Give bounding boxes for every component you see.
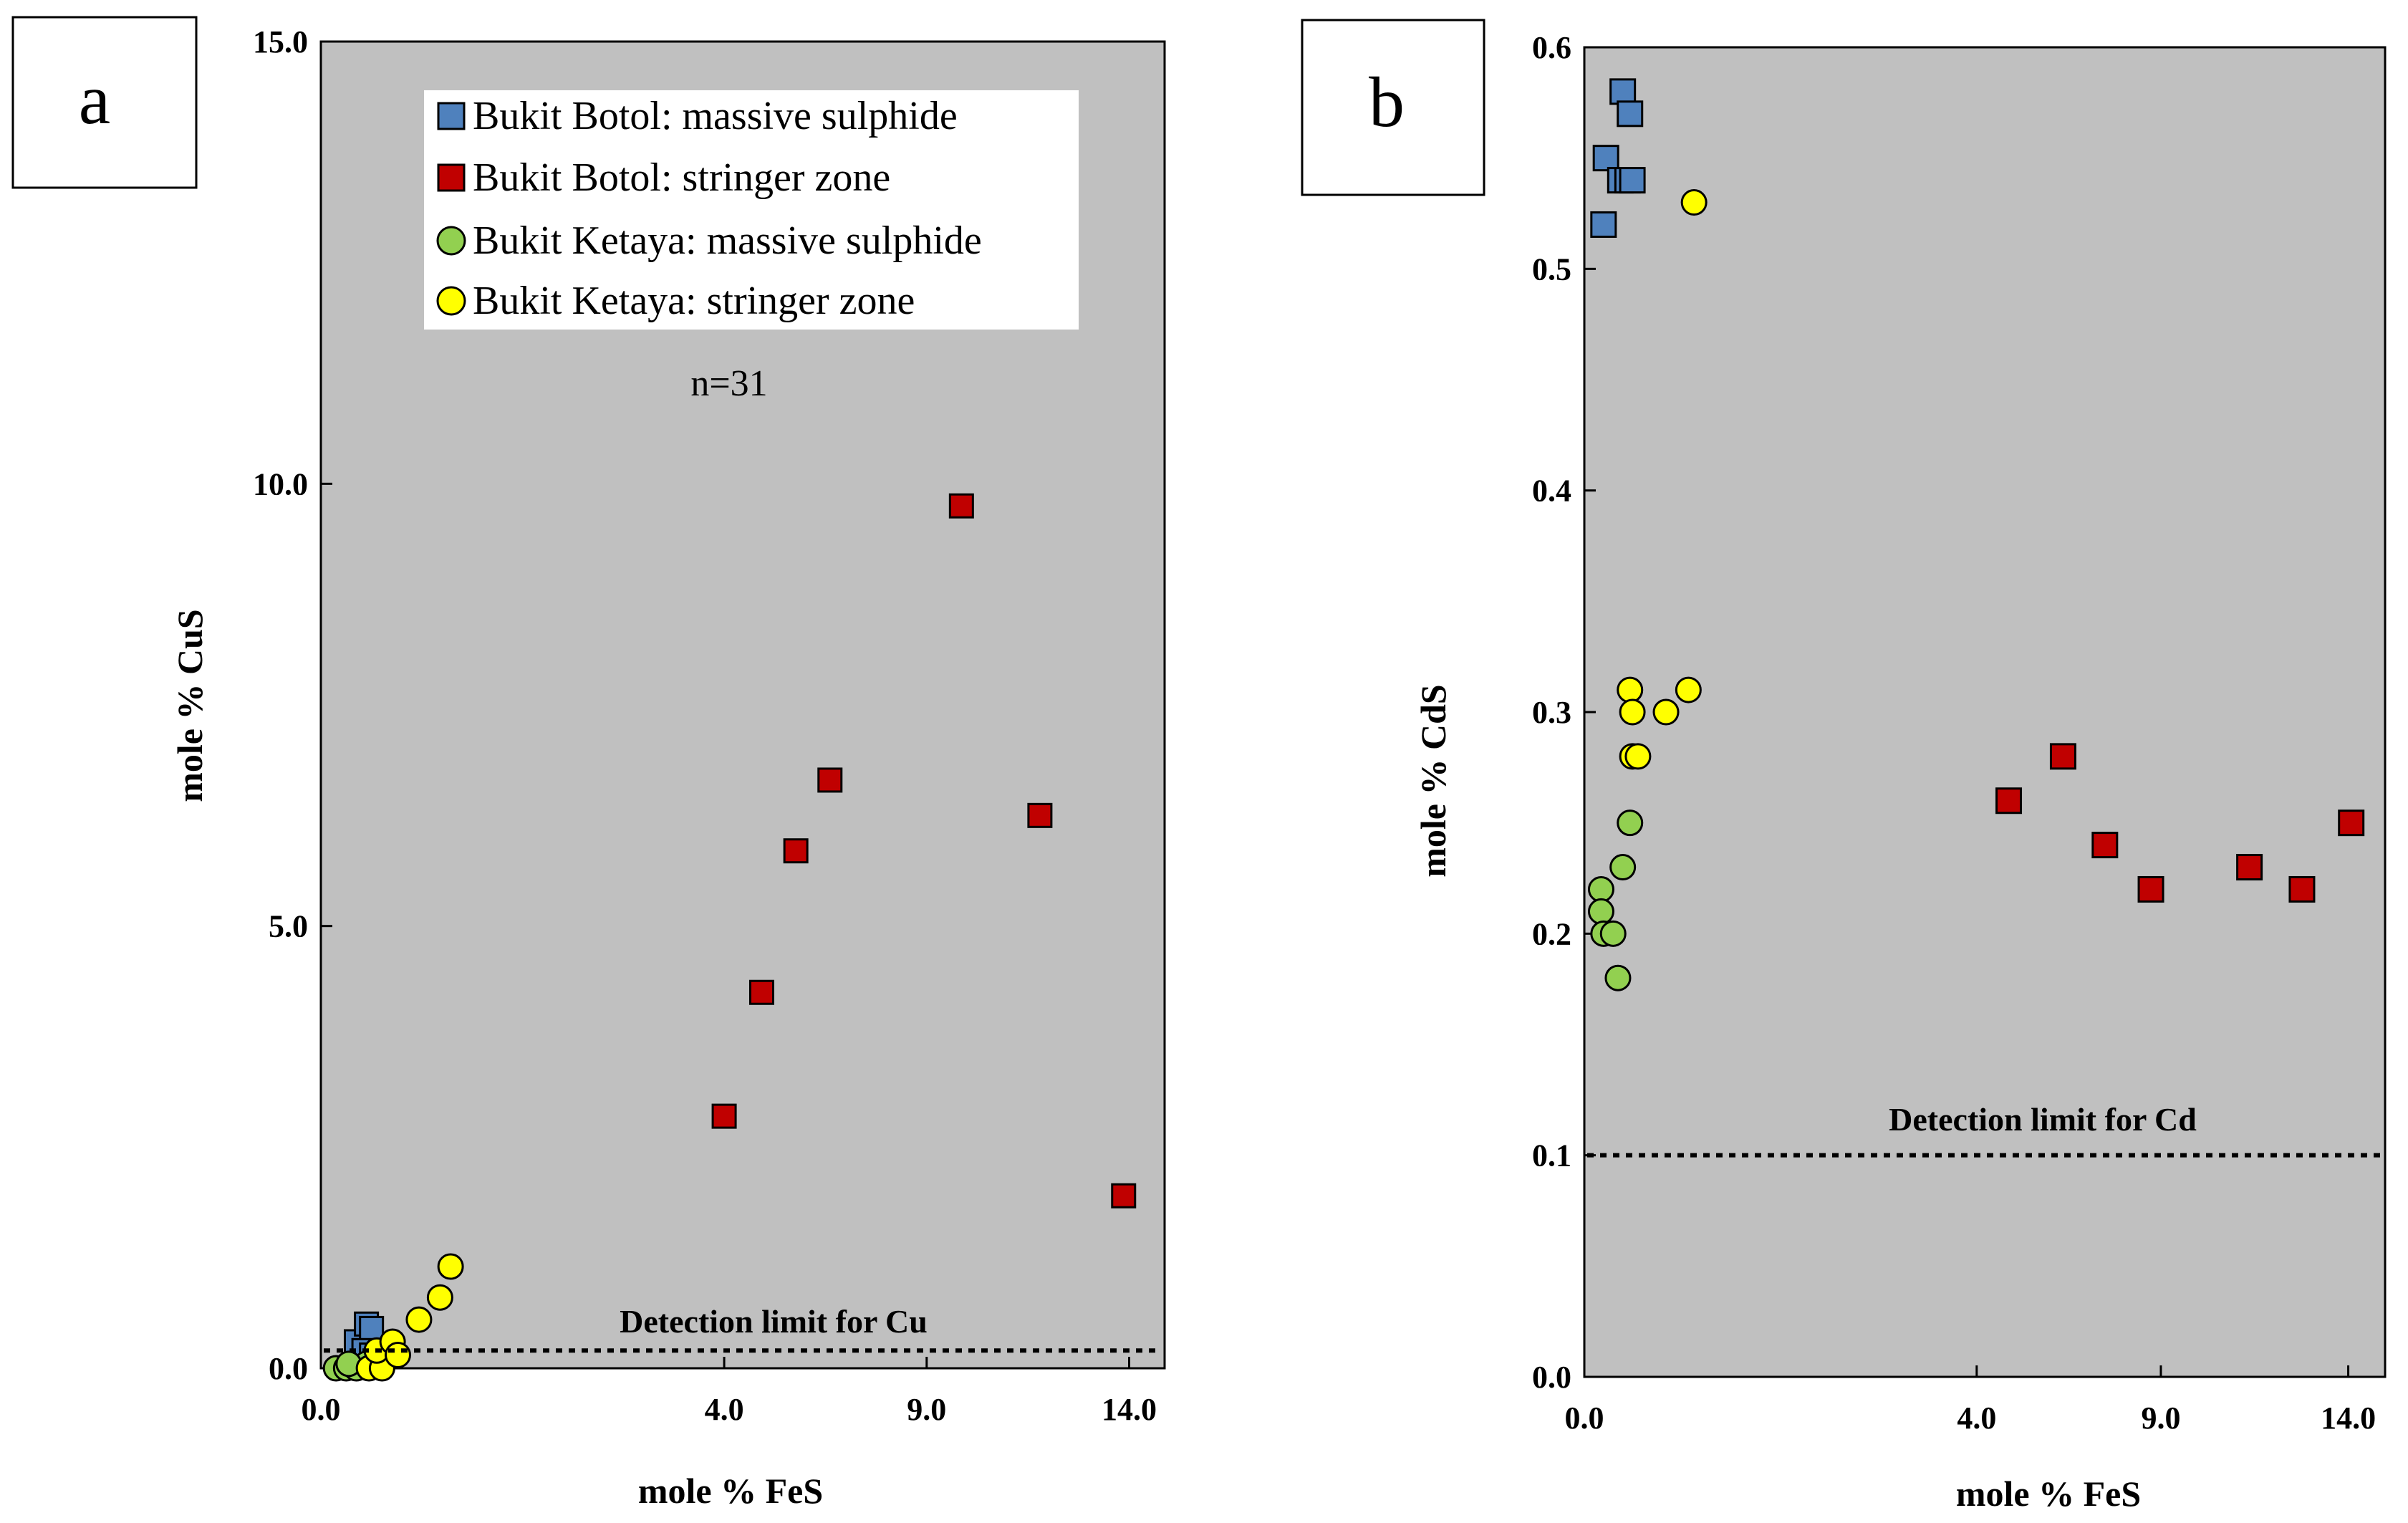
circle-marker-icon — [436, 226, 466, 256]
legend-label: Bukit Ketaya: massive sulphide — [473, 218, 982, 263]
x-tick-label: 4.0 — [1957, 1401, 1996, 1436]
panel-a-annotation-n: n=31 — [690, 363, 767, 404]
circle-data-point — [1587, 898, 1614, 925]
x-tick-label: 0.0 — [1565, 1401, 1604, 1436]
x-tick-label: 4.0 — [705, 1392, 744, 1427]
square-marker-icon — [437, 102, 466, 130]
y-tick-label: 15.0 — [253, 24, 308, 59]
circle-data-point — [426, 1284, 453, 1311]
square-data-point — [1995, 787, 2023, 815]
square-marker-icon — [437, 163, 466, 192]
circle-data-point — [1675, 676, 1702, 703]
x-tick-label: 14.0 — [1102, 1392, 1157, 1427]
square-data-point — [1027, 802, 1053, 828]
panel-b-plot-area — [1583, 46, 2387, 1378]
legend-box — [424, 90, 1079, 330]
panel-b-y-tick-labels: 0.0 0.1 0.2 0.3 0.4 0.5 0.6 — [1532, 30, 1571, 1395]
panel-b-label-box — [1301, 19, 1485, 196]
x-tick-label: 0.0 — [302, 1392, 341, 1427]
circle-data-point — [1680, 189, 1708, 216]
panel-b-label: b — [1369, 62, 1405, 142]
y-tick-label: 0.0 — [1532, 1360, 1571, 1395]
legend-label: Bukit Botol: stringer zone — [473, 155, 890, 200]
panel-a-x-axis-label: mole % FeS — [638, 1471, 823, 1511]
x-tick-label: 14.0 — [2321, 1401, 2376, 1436]
circle-data-point — [1604, 964, 1632, 991]
circle-data-point — [1617, 676, 1644, 703]
panel-b-detection-limit-label: Detection limit for Cd — [1889, 1101, 2197, 1138]
panel-b-x-axis-label: mole % FeS — [1956, 1474, 2141, 1514]
square-data-point — [1617, 100, 1644, 128]
legend-item-bukit-botol-massive: Bukit Botol: massive sulphide — [437, 94, 958, 138]
circle-data-point — [1617, 809, 1644, 837]
square-data-point — [1111, 1183, 1137, 1209]
square-data-point — [1592, 145, 1619, 172]
circle-data-point — [1652, 698, 1680, 726]
x-tick-label: 9.0 — [907, 1392, 946, 1427]
square-data-point — [359, 1315, 385, 1341]
legend-label: Bukit Ketaya: stringer zone — [473, 279, 915, 323]
panel-a-y-tick-labels: 0.0 5.0 10.0 15.0 — [253, 24, 308, 1386]
circle-data-point — [405, 1306, 433, 1333]
square-data-point — [783, 838, 809, 864]
circle-marker-icon — [436, 286, 466, 316]
panel-b-x-tick-labels: 0.0 4.0 9.0 14.0 — [1565, 1401, 2376, 1436]
panel-a-data-points — [322, 493, 1137, 1382]
panel-a: Detection limit for Cu n=31 0.0 5.0 10.0 15… — [11, 16, 1166, 1511]
legend-item-bukit-ketaya-stringer: Bukit Ketaya: stringer zone — [436, 279, 915, 323]
square-data-point — [2338, 809, 2365, 837]
panel-b: Detection limit for Cd 0.00.10.20.30.40.… — [1301, 19, 2387, 1514]
panel-a-y-axis-label: mole % CuS — [170, 609, 210, 802]
legend-item-bukit-botol-stringer: Bukit Botol: stringer zone — [437, 155, 890, 200]
square-data-point — [748, 979, 774, 1005]
y-tick-label: 0.2 — [1532, 916, 1571, 951]
panel-a-detection-limit-label: Detection limit for Cu — [620, 1303, 928, 1340]
square-data-point — [1619, 167, 1646, 194]
legend: Bukit Botol: massive sulphide Bukit Boto… — [424, 90, 1079, 330]
panel-b-data-points — [1587, 78, 2365, 991]
circle-data-point — [1624, 743, 1652, 770]
panel-a-tick-marks — [319, 40, 1131, 1370]
square-data-point — [2049, 743, 2076, 770]
panel-a-label-box — [11, 16, 198, 189]
circle-data-point — [1599, 920, 1627, 947]
y-tick-label: 10.0 — [253, 466, 308, 501]
circle-data-point — [437, 1253, 464, 1280]
panel-a-label: a — [79, 59, 110, 139]
y-tick-label: 0.0 — [269, 1351, 308, 1386]
y-tick-label: 0.4 — [1532, 474, 1571, 509]
square-data-point — [2137, 875, 2164, 903]
y-tick-label: 0.6 — [1532, 30, 1571, 65]
y-tick-label: 0.1 — [1532, 1138, 1571, 1173]
square-data-point — [2091, 832, 2119, 859]
circle-data-point — [384, 1341, 411, 1368]
square-data-point — [948, 493, 974, 519]
square-data-point — [817, 767, 843, 793]
square-data-point — [1609, 78, 1637, 105]
legend-item-bukit-ketaya-massive: Bukit Ketaya: massive sulphide — [436, 218, 982, 263]
panel-a-x-tick-labels: 0.0 4.0 9.0 14.0 — [302, 1392, 1157, 1427]
circle-data-point — [1619, 698, 1646, 726]
circle-data-point — [1609, 854, 1637, 881]
legend-label: Bukit Botol: massive sulphide — [473, 94, 958, 138]
y-tick-label: 5.0 — [269, 909, 308, 944]
panel-b-y-axis-label: mole % CdS — [1413, 684, 1453, 877]
square-data-point — [711, 1103, 737, 1129]
square-data-point — [2288, 875, 2316, 903]
circle-data-point — [1587, 875, 1614, 903]
y-tick-label: 0.3 — [1532, 695, 1571, 730]
y-tick-label: 0.5 — [1532, 251, 1571, 287]
square-data-point — [2236, 854, 2263, 881]
square-data-point — [1590, 211, 1617, 238]
x-tick-label: 9.0 — [2141, 1401, 2180, 1436]
